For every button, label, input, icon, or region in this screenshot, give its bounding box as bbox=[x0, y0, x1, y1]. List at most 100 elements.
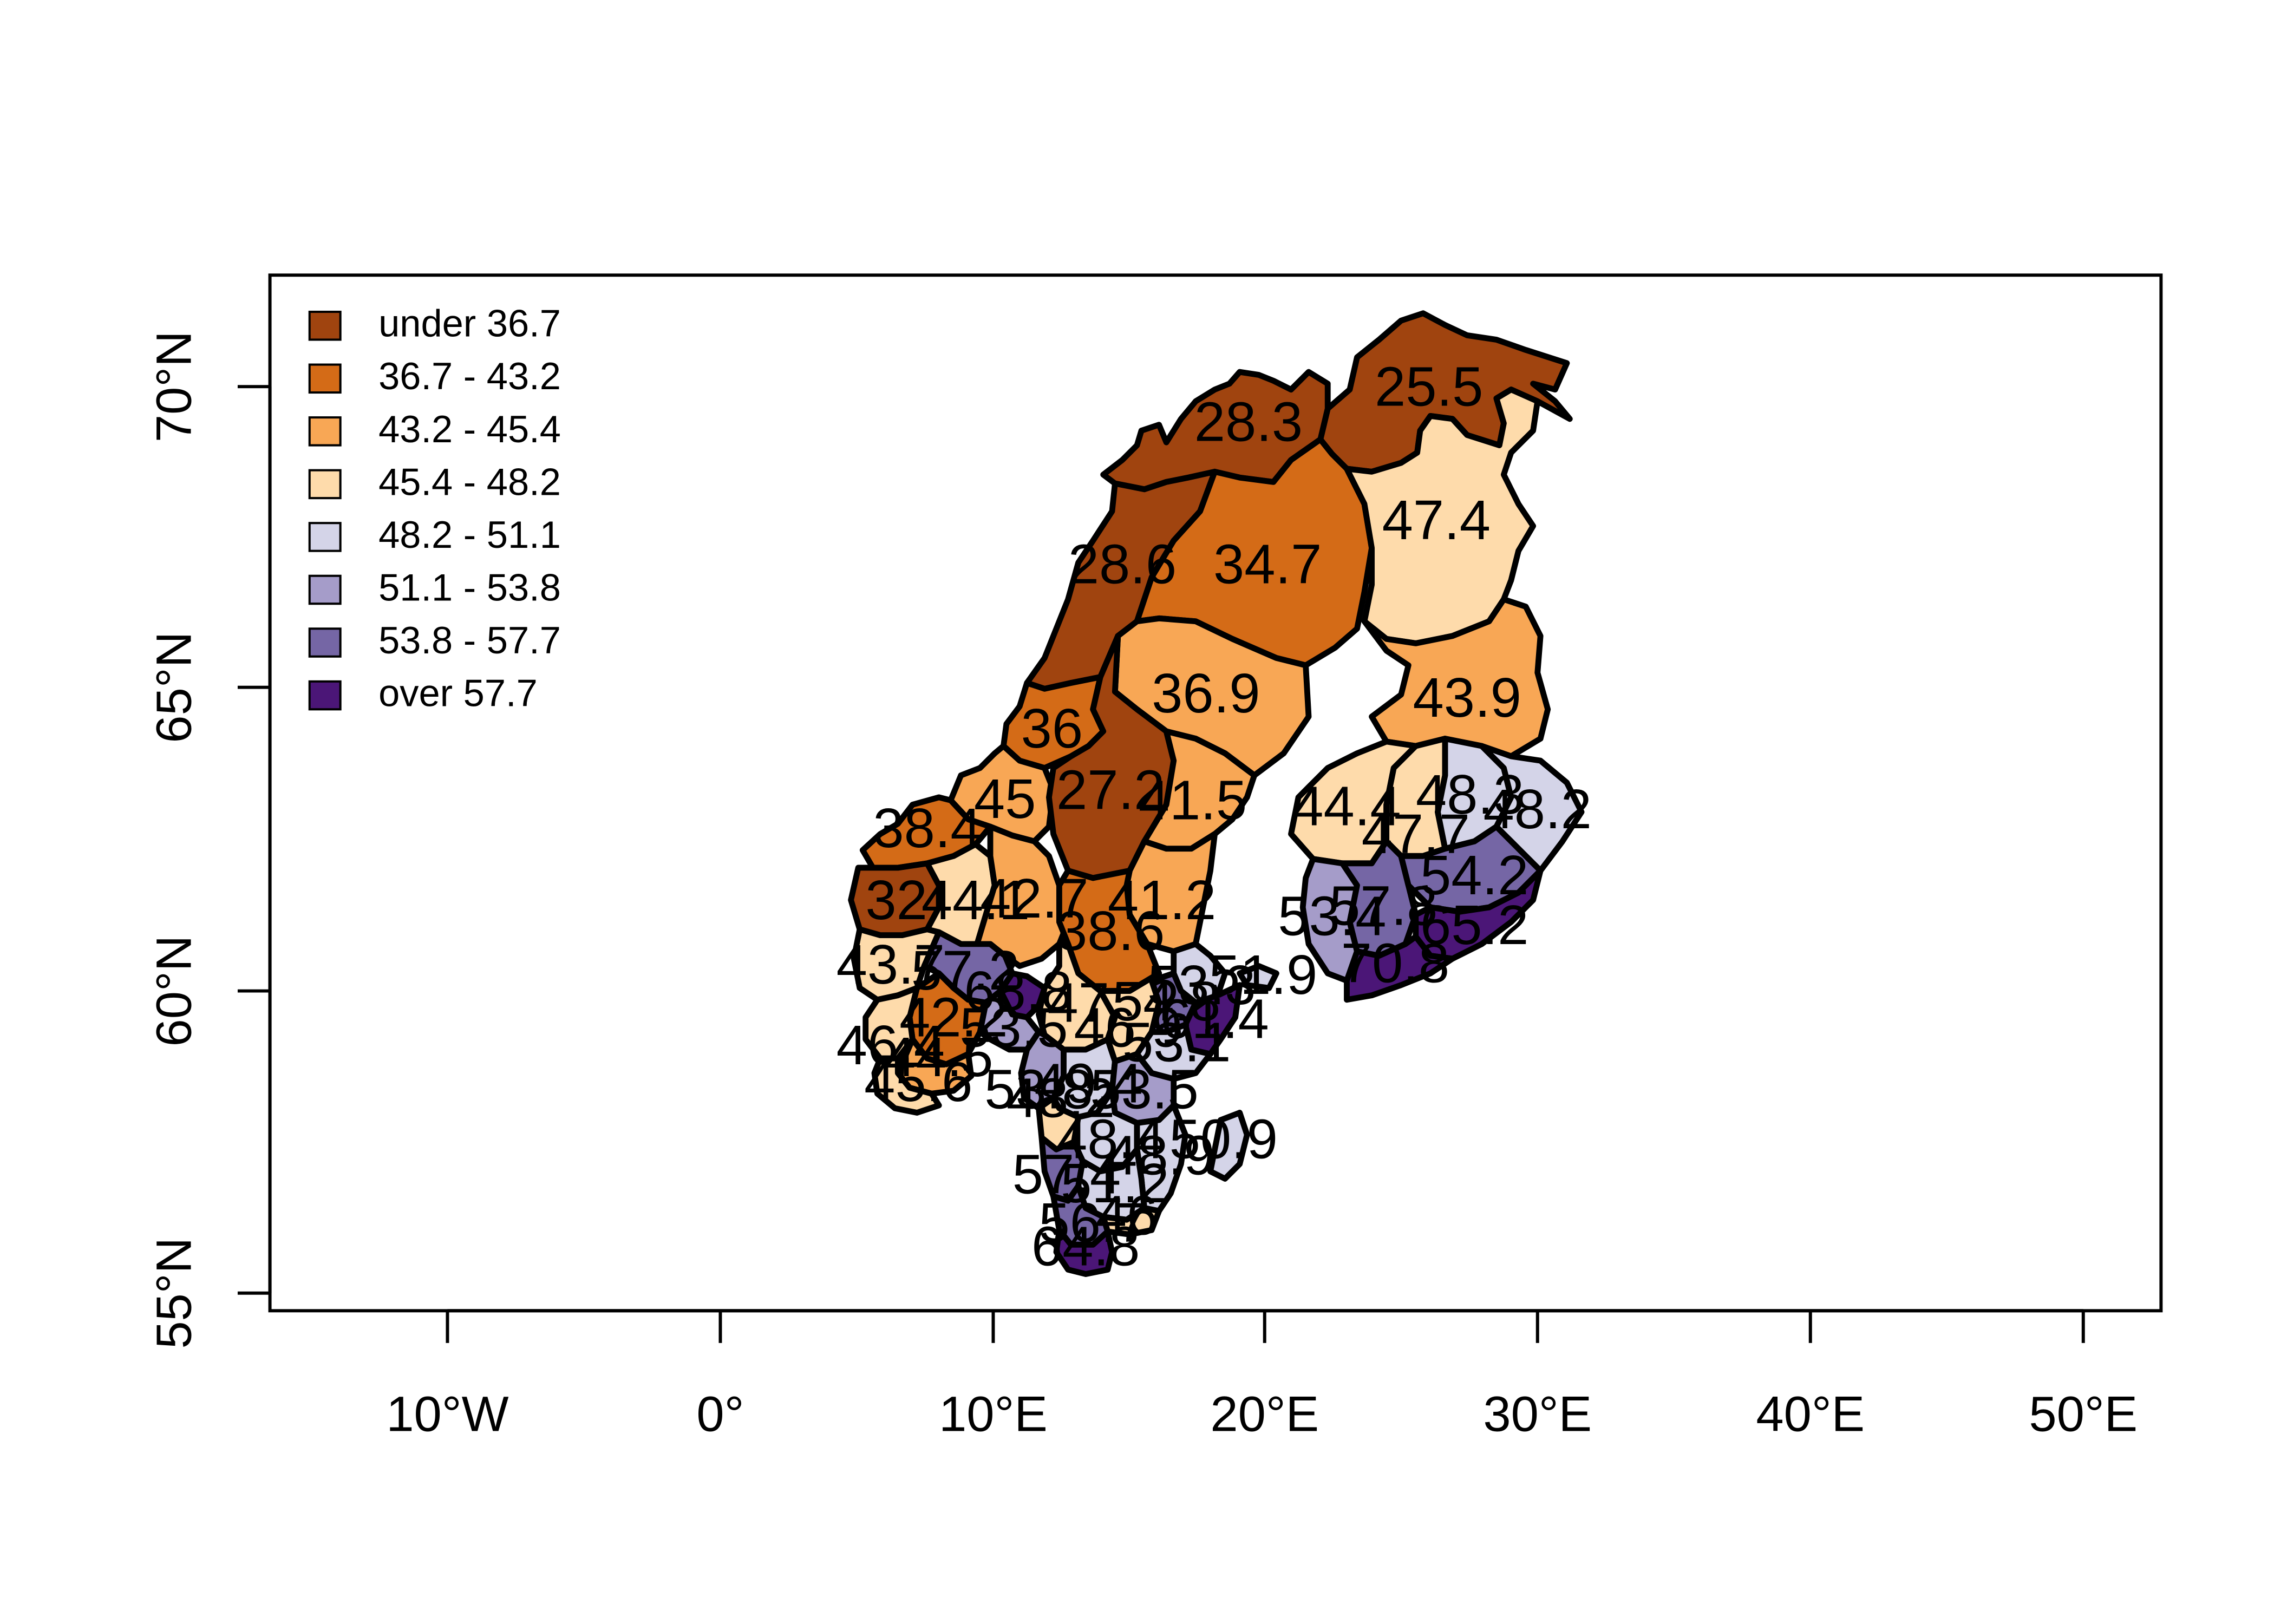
region-70-8 bbox=[1344, 933, 1455, 1003]
region-label: 28.6 bbox=[1068, 533, 1177, 595]
legend-item: under 36.7 bbox=[308, 302, 561, 345]
region-51-9 bbox=[1237, 963, 1279, 991]
region-label: 47.7 bbox=[1362, 803, 1470, 865]
region-34-7 bbox=[1134, 436, 1375, 669]
y-tick-label: 60°N bbox=[146, 935, 201, 1047]
region-43-9 bbox=[1361, 596, 1551, 759]
legend-swatch bbox=[308, 574, 342, 605]
y-tick-label: 55°N bbox=[146, 1237, 201, 1349]
region-label: 44.1 bbox=[922, 869, 1030, 931]
region-label: 65.2 bbox=[1420, 894, 1528, 956]
legend: under 36.7 36.7 - 43.2 43.2 - 45.4 45.4 … bbox=[308, 302, 561, 715]
region-label: 38.6 bbox=[1056, 900, 1165, 962]
region-label: 36.9 bbox=[1152, 662, 1260, 724]
region-label: 47 bbox=[1047, 972, 1109, 1034]
x-tick-label: 50°E bbox=[2029, 1386, 2138, 1442]
region-label: 41.2 bbox=[1108, 869, 1216, 931]
region-label: 28.3 bbox=[1194, 391, 1303, 453]
region-label: 53.3 bbox=[1147, 954, 1256, 1016]
sweden-regions bbox=[1018, 436, 1375, 1277]
region-label: 32 bbox=[865, 869, 927, 931]
region-label: 53.8 bbox=[984, 1058, 1093, 1120]
region-label: 36 bbox=[1021, 697, 1083, 759]
region-labels: 25.5 28.3 47.4 28.6 34.7 36.9 43.9 36 27… bbox=[837, 356, 1592, 1278]
region-label: 44.5 bbox=[885, 1026, 993, 1088]
region-57-8 bbox=[1339, 838, 1419, 959]
region-label: 48.4 bbox=[1056, 1108, 1165, 1170]
region-label: 70.8 bbox=[1341, 932, 1449, 994]
region-label: 64.8 bbox=[1031, 1215, 1140, 1277]
region-label: 57.8 bbox=[1329, 875, 1437, 937]
region-label: 51.2 bbox=[1061, 1152, 1169, 1214]
legend-label: 48.2 - 51.1 bbox=[378, 513, 561, 556]
y-tick-label: 70°N bbox=[146, 331, 201, 442]
legend-label: 43.2 - 45.4 bbox=[378, 408, 561, 450]
region-46 bbox=[1100, 1205, 1162, 1237]
x-axis: 10°W 0° 10°E 20°E 30°E 40°E 50°E bbox=[386, 1309, 2138, 1442]
legend-label: 53.8 - 57.7 bbox=[378, 619, 561, 662]
legend-label: 45.4 - 48.2 bbox=[378, 460, 561, 503]
legend-label: 51.1 - 53.8 bbox=[378, 566, 561, 608]
region-label: 51.9 bbox=[1209, 944, 1317, 1006]
region-label: 45.6 bbox=[864, 1051, 972, 1113]
legend-swatch bbox=[308, 522, 342, 552]
region-label: 45 bbox=[974, 768, 1036, 830]
region-label: 57.4 bbox=[1012, 1143, 1121, 1206]
region-label: 38.4 bbox=[873, 797, 981, 859]
region-label: 50.9 bbox=[1169, 1108, 1278, 1170]
region-label: 42.2 bbox=[899, 986, 1008, 1049]
x-tick-label: 20°E bbox=[1210, 1386, 1319, 1442]
x-tick-label: 10°W bbox=[386, 1386, 508, 1442]
region-label: 48.2 bbox=[1007, 1067, 1115, 1129]
region-label: 42.7 bbox=[980, 867, 1088, 929]
legend-item: 48.2 - 51.1 bbox=[308, 513, 561, 556]
region-label: 47.4 bbox=[1382, 489, 1491, 551]
legend-item: 45.4 - 48.2 bbox=[308, 460, 561, 503]
y-tick-label: 65°N bbox=[146, 632, 201, 743]
region-label: 49.4 bbox=[1034, 1052, 1142, 1115]
region-label: 57.2 bbox=[911, 939, 1020, 1001]
region-label: 53.4 bbox=[1278, 885, 1386, 947]
region-label: 46.4 bbox=[837, 1014, 945, 1076]
region-label: 46.9 bbox=[1074, 997, 1182, 1059]
region-label: 27.2 bbox=[1056, 759, 1165, 821]
region-label: 68.8 bbox=[964, 960, 1072, 1022]
region-label: 43.7 bbox=[837, 933, 945, 996]
region-label: 44.4 bbox=[1292, 775, 1401, 837]
region-label: 56.7 bbox=[1039, 1191, 1147, 1254]
region-label: 48.9 bbox=[1106, 1124, 1214, 1186]
legend-label: 36.7 - 43.2 bbox=[378, 355, 561, 397]
region-label: 53.1 bbox=[1122, 1011, 1231, 1073]
legend-swatch bbox=[308, 627, 342, 658]
legend-label: over 57.7 bbox=[378, 672, 538, 715]
legend-swatch bbox=[308, 363, 342, 394]
region-label: 41.5 bbox=[1139, 769, 1247, 831]
legend-item: 43.2 - 45.4 bbox=[308, 408, 561, 450]
region-64-8 bbox=[1053, 1227, 1115, 1277]
x-tick-label: 10°E bbox=[939, 1386, 1048, 1442]
region-label: 25.5 bbox=[1375, 356, 1483, 418]
region-label: 48.2 bbox=[1484, 778, 1592, 840]
region-45-6 bbox=[871, 1055, 942, 1116]
region-50-9 bbox=[1207, 1110, 1250, 1182]
legend-item: 36.7 - 43.2 bbox=[308, 355, 561, 397]
region-label: 61.4 bbox=[1160, 987, 1269, 1050]
legend-label: under 36.7 bbox=[378, 302, 561, 345]
region-label: 48.3 bbox=[1416, 763, 1524, 826]
legend-swatch bbox=[308, 680, 342, 711]
region-label: 53.5 bbox=[1090, 1058, 1198, 1120]
region-label: 54.8 bbox=[1112, 970, 1220, 1032]
region-label: 53.5 bbox=[959, 997, 1068, 1059]
region-42-7 bbox=[974, 823, 1071, 969]
region-label: 34.7 bbox=[1213, 533, 1322, 595]
x-tick-label: 40°E bbox=[1756, 1386, 1865, 1442]
y-axis: 55°N 60°N 65°N 70°N bbox=[146, 331, 272, 1349]
legend-swatch bbox=[308, 469, 342, 500]
finland-regions bbox=[1288, 387, 1585, 1003]
legend-item: 53.8 - 57.7 bbox=[308, 619, 561, 662]
region-43-7 bbox=[851, 926, 942, 1003]
legend-swatch bbox=[308, 310, 342, 341]
region-label: 46 bbox=[1096, 1184, 1158, 1246]
